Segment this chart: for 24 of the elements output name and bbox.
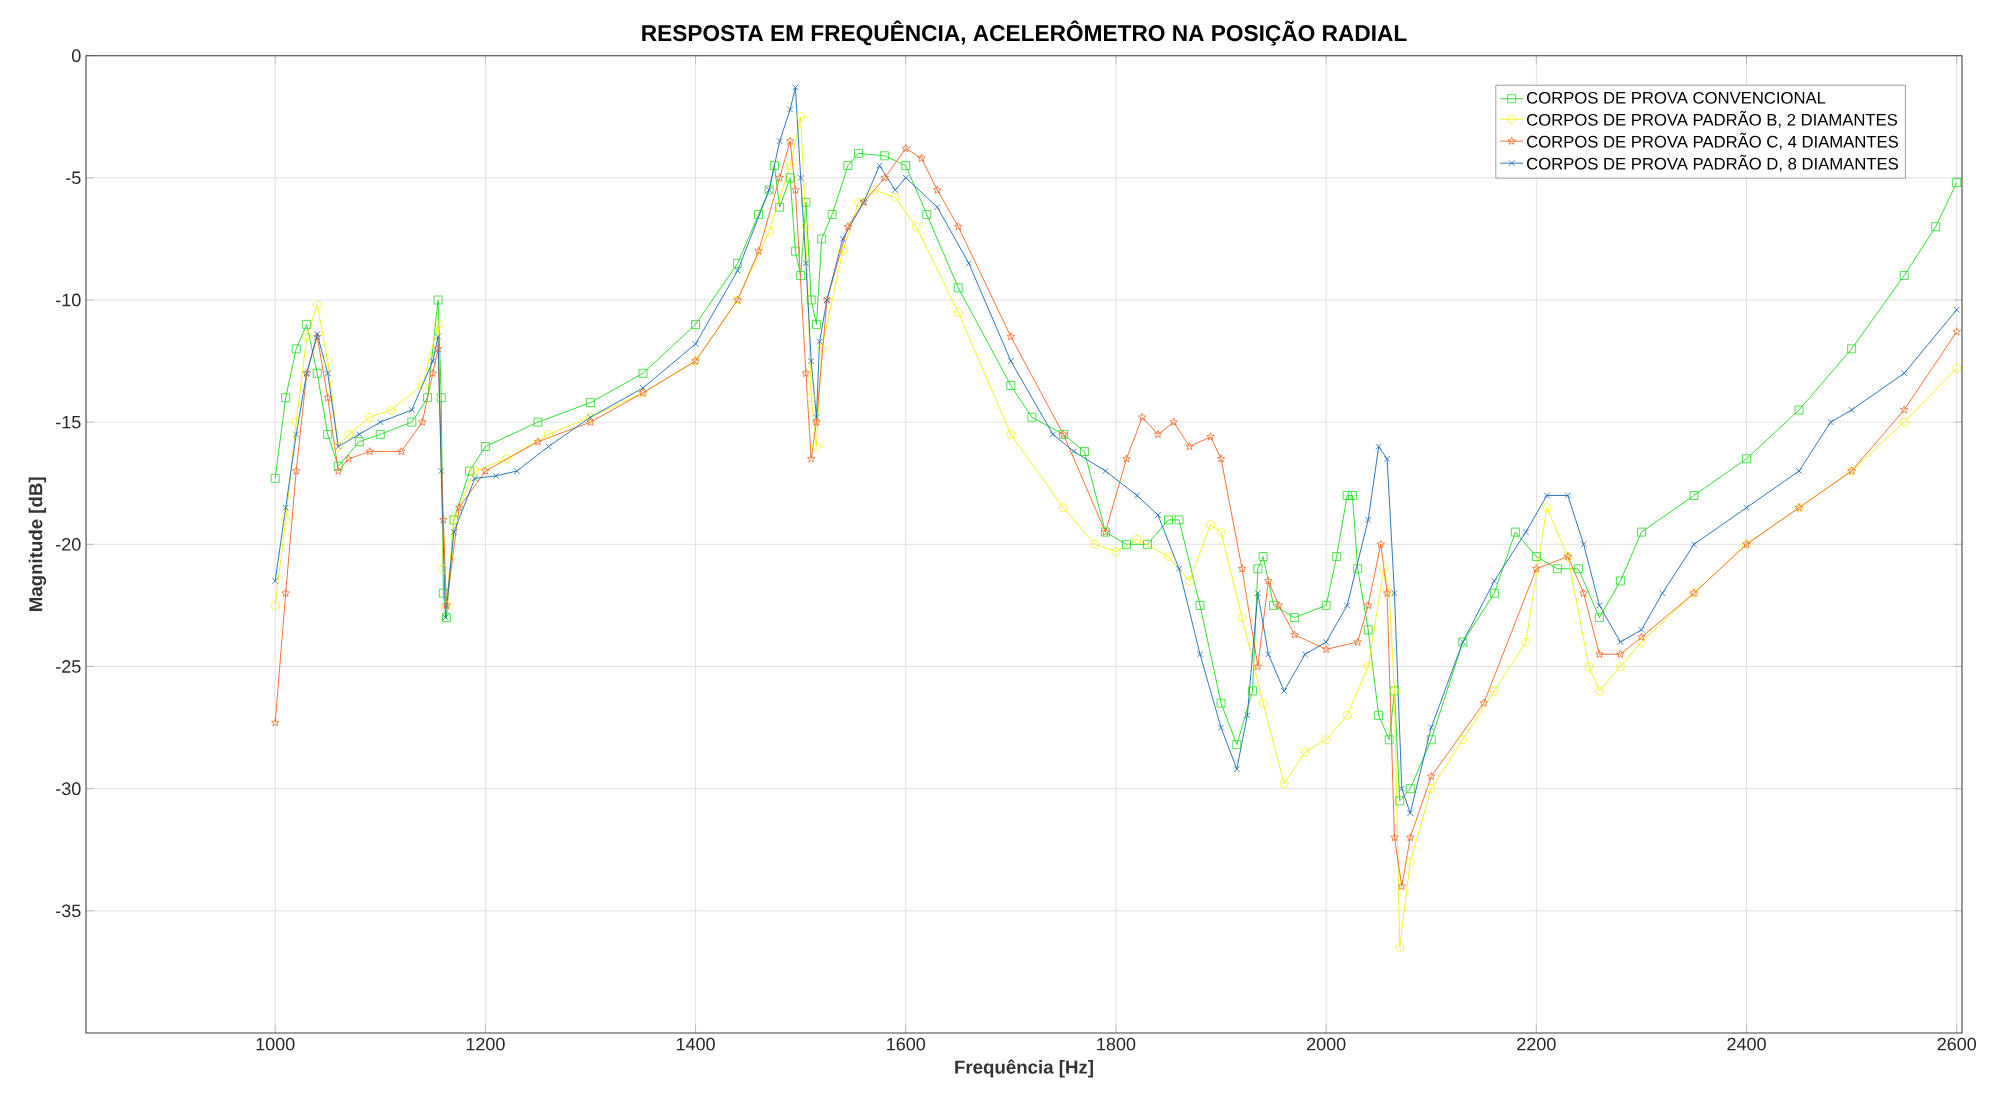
x-tick-label: 2400 (1727, 1037, 1766, 1051)
y-tick-label: -5 (66, 171, 81, 185)
x-tick-label: 2600 (1937, 1037, 1977, 1051)
x-tick-label: 2200 (1517, 1037, 1556, 1051)
y-tick-label: -20 (56, 537, 81, 551)
y-tick-label: 0 (72, 49, 81, 63)
y-tick-label: -25 (56, 660, 81, 673)
x-axis-title: Frequência [Hz] (955, 1059, 1093, 1078)
y-tick-label: -15 (56, 415, 81, 429)
legend-label: CORPOS DE PROVA PADRÃO C, 4 DIAMANTES (1527, 132, 1898, 150)
legend-label: CORPOS DE PROVA PADRÃO B, 2 DIAMANTES (1527, 110, 1898, 128)
x-tick-label: 1400 (676, 1037, 715, 1051)
y-axis-title: Magnitude [dB] (28, 477, 47, 611)
legend-label: CORPOS DE PROVA CONVENCIONAL (1527, 91, 1826, 104)
x-tick-label: 1600 (887, 1037, 926, 1051)
y-tick-label: -35 (56, 904, 81, 918)
x-tick-label: 1800 (1097, 1037, 1136, 1051)
y-tick-label: -10 (56, 293, 81, 307)
x-tick-label: 1000 (256, 1037, 295, 1051)
legend-label: CORPOS DE PROVA PADRÃO D, 8 DIAMANTES (1527, 154, 1898, 172)
y-tick-label: -30 (56, 782, 81, 796)
x-tick-label: 2000 (1307, 1037, 1346, 1051)
x-tick-label: 1200 (466, 1037, 505, 1051)
chart-title: RESPOSTA EM FREQUÊNCIA, ACELERÔMETRO NA POSIÇÃO RADIAL (642, 20, 1407, 46)
